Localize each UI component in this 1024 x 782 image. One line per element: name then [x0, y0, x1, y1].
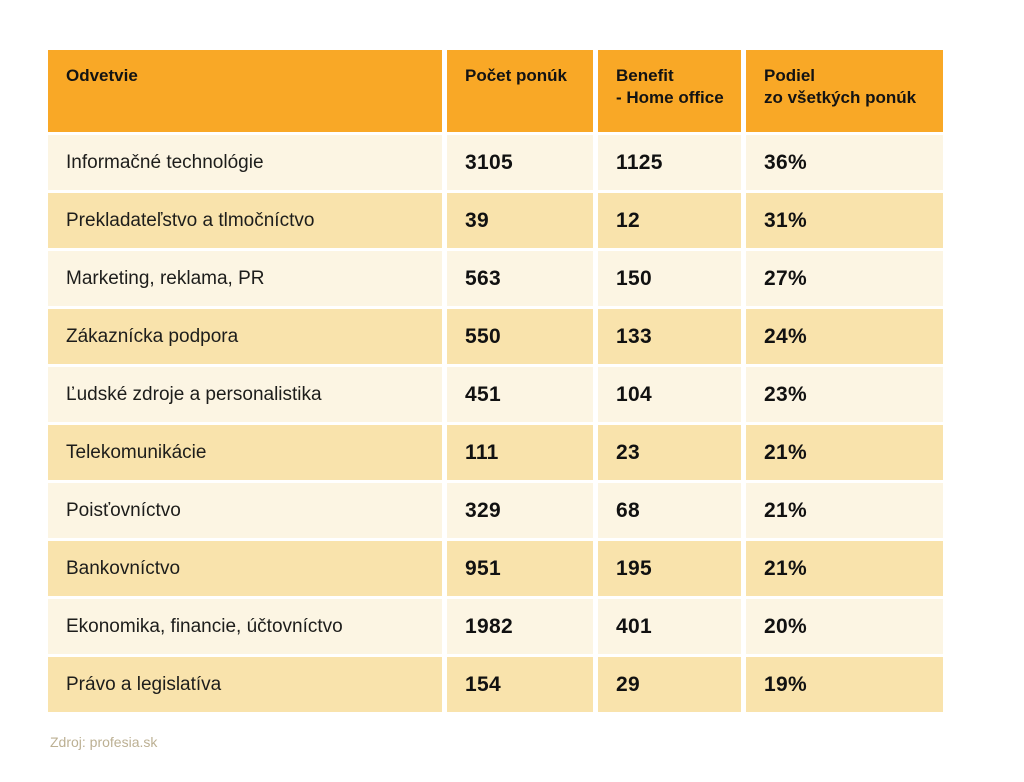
industry-cell: Poisťovníctvo	[48, 483, 442, 538]
value-cell: 29	[598, 657, 741, 712]
value-cell: 3105	[447, 135, 593, 190]
value-cell: 154	[447, 657, 593, 712]
industry-cell: Prekladateľstvo a tlmočníctvo	[48, 193, 442, 248]
value-cell: 111	[447, 425, 593, 480]
value-cell: 24%	[746, 309, 943, 364]
header-cell-industry: Odvetvie	[48, 50, 442, 132]
value-cell: 104	[598, 367, 741, 422]
source-note: Zdroj: profesia.sk	[50, 734, 158, 750]
header-cell-share: Podiel zo všetkých ponúk	[746, 50, 943, 132]
value-cell: 563	[447, 251, 593, 306]
value-cell: 19%	[746, 657, 943, 712]
value-cell: 31%	[746, 193, 943, 248]
value-cell: 39	[447, 193, 593, 248]
value-cell: 12	[598, 193, 741, 248]
value-cell: 401	[598, 599, 741, 654]
value-cell: 451	[447, 367, 593, 422]
industry-cell: Marketing, reklama, PR	[48, 251, 442, 306]
industry-cell: Ekonomika, financie, účtovníctvo	[48, 599, 442, 654]
value-cell: 951	[447, 541, 593, 596]
value-cell: 21%	[746, 425, 943, 480]
value-cell: 329	[447, 483, 593, 538]
industry-cell: Telekomunikácie	[48, 425, 442, 480]
value-cell: 20%	[746, 599, 943, 654]
industry-cell: Bankovníctvo	[48, 541, 442, 596]
industry-cell: Informačné technológie	[48, 135, 442, 190]
header-cell-benefit: Benefit - Home office	[598, 50, 741, 132]
value-cell: 23%	[746, 367, 943, 422]
value-cell: 23	[598, 425, 741, 480]
value-cell: 1125	[598, 135, 741, 190]
industry-cell: Právo a legislatíva	[48, 657, 442, 712]
industry-cell: Zákaznícka podpora	[48, 309, 442, 364]
value-cell: 550	[447, 309, 593, 364]
value-cell: 36%	[746, 135, 943, 190]
value-cell: 27%	[746, 251, 943, 306]
value-cell: 21%	[746, 541, 943, 596]
value-cell: 150	[598, 251, 741, 306]
header-cell-offers: Počet ponúk	[447, 50, 593, 132]
benefits-table: Odvetvie Počet ponúk Benefit - Home offi…	[48, 50, 943, 712]
value-cell: 1982	[447, 599, 593, 654]
value-cell: 68	[598, 483, 741, 538]
value-cell: 21%	[746, 483, 943, 538]
value-cell: 195	[598, 541, 741, 596]
industry-cell: Ľudské zdroje a personalistika	[48, 367, 442, 422]
value-cell: 133	[598, 309, 741, 364]
